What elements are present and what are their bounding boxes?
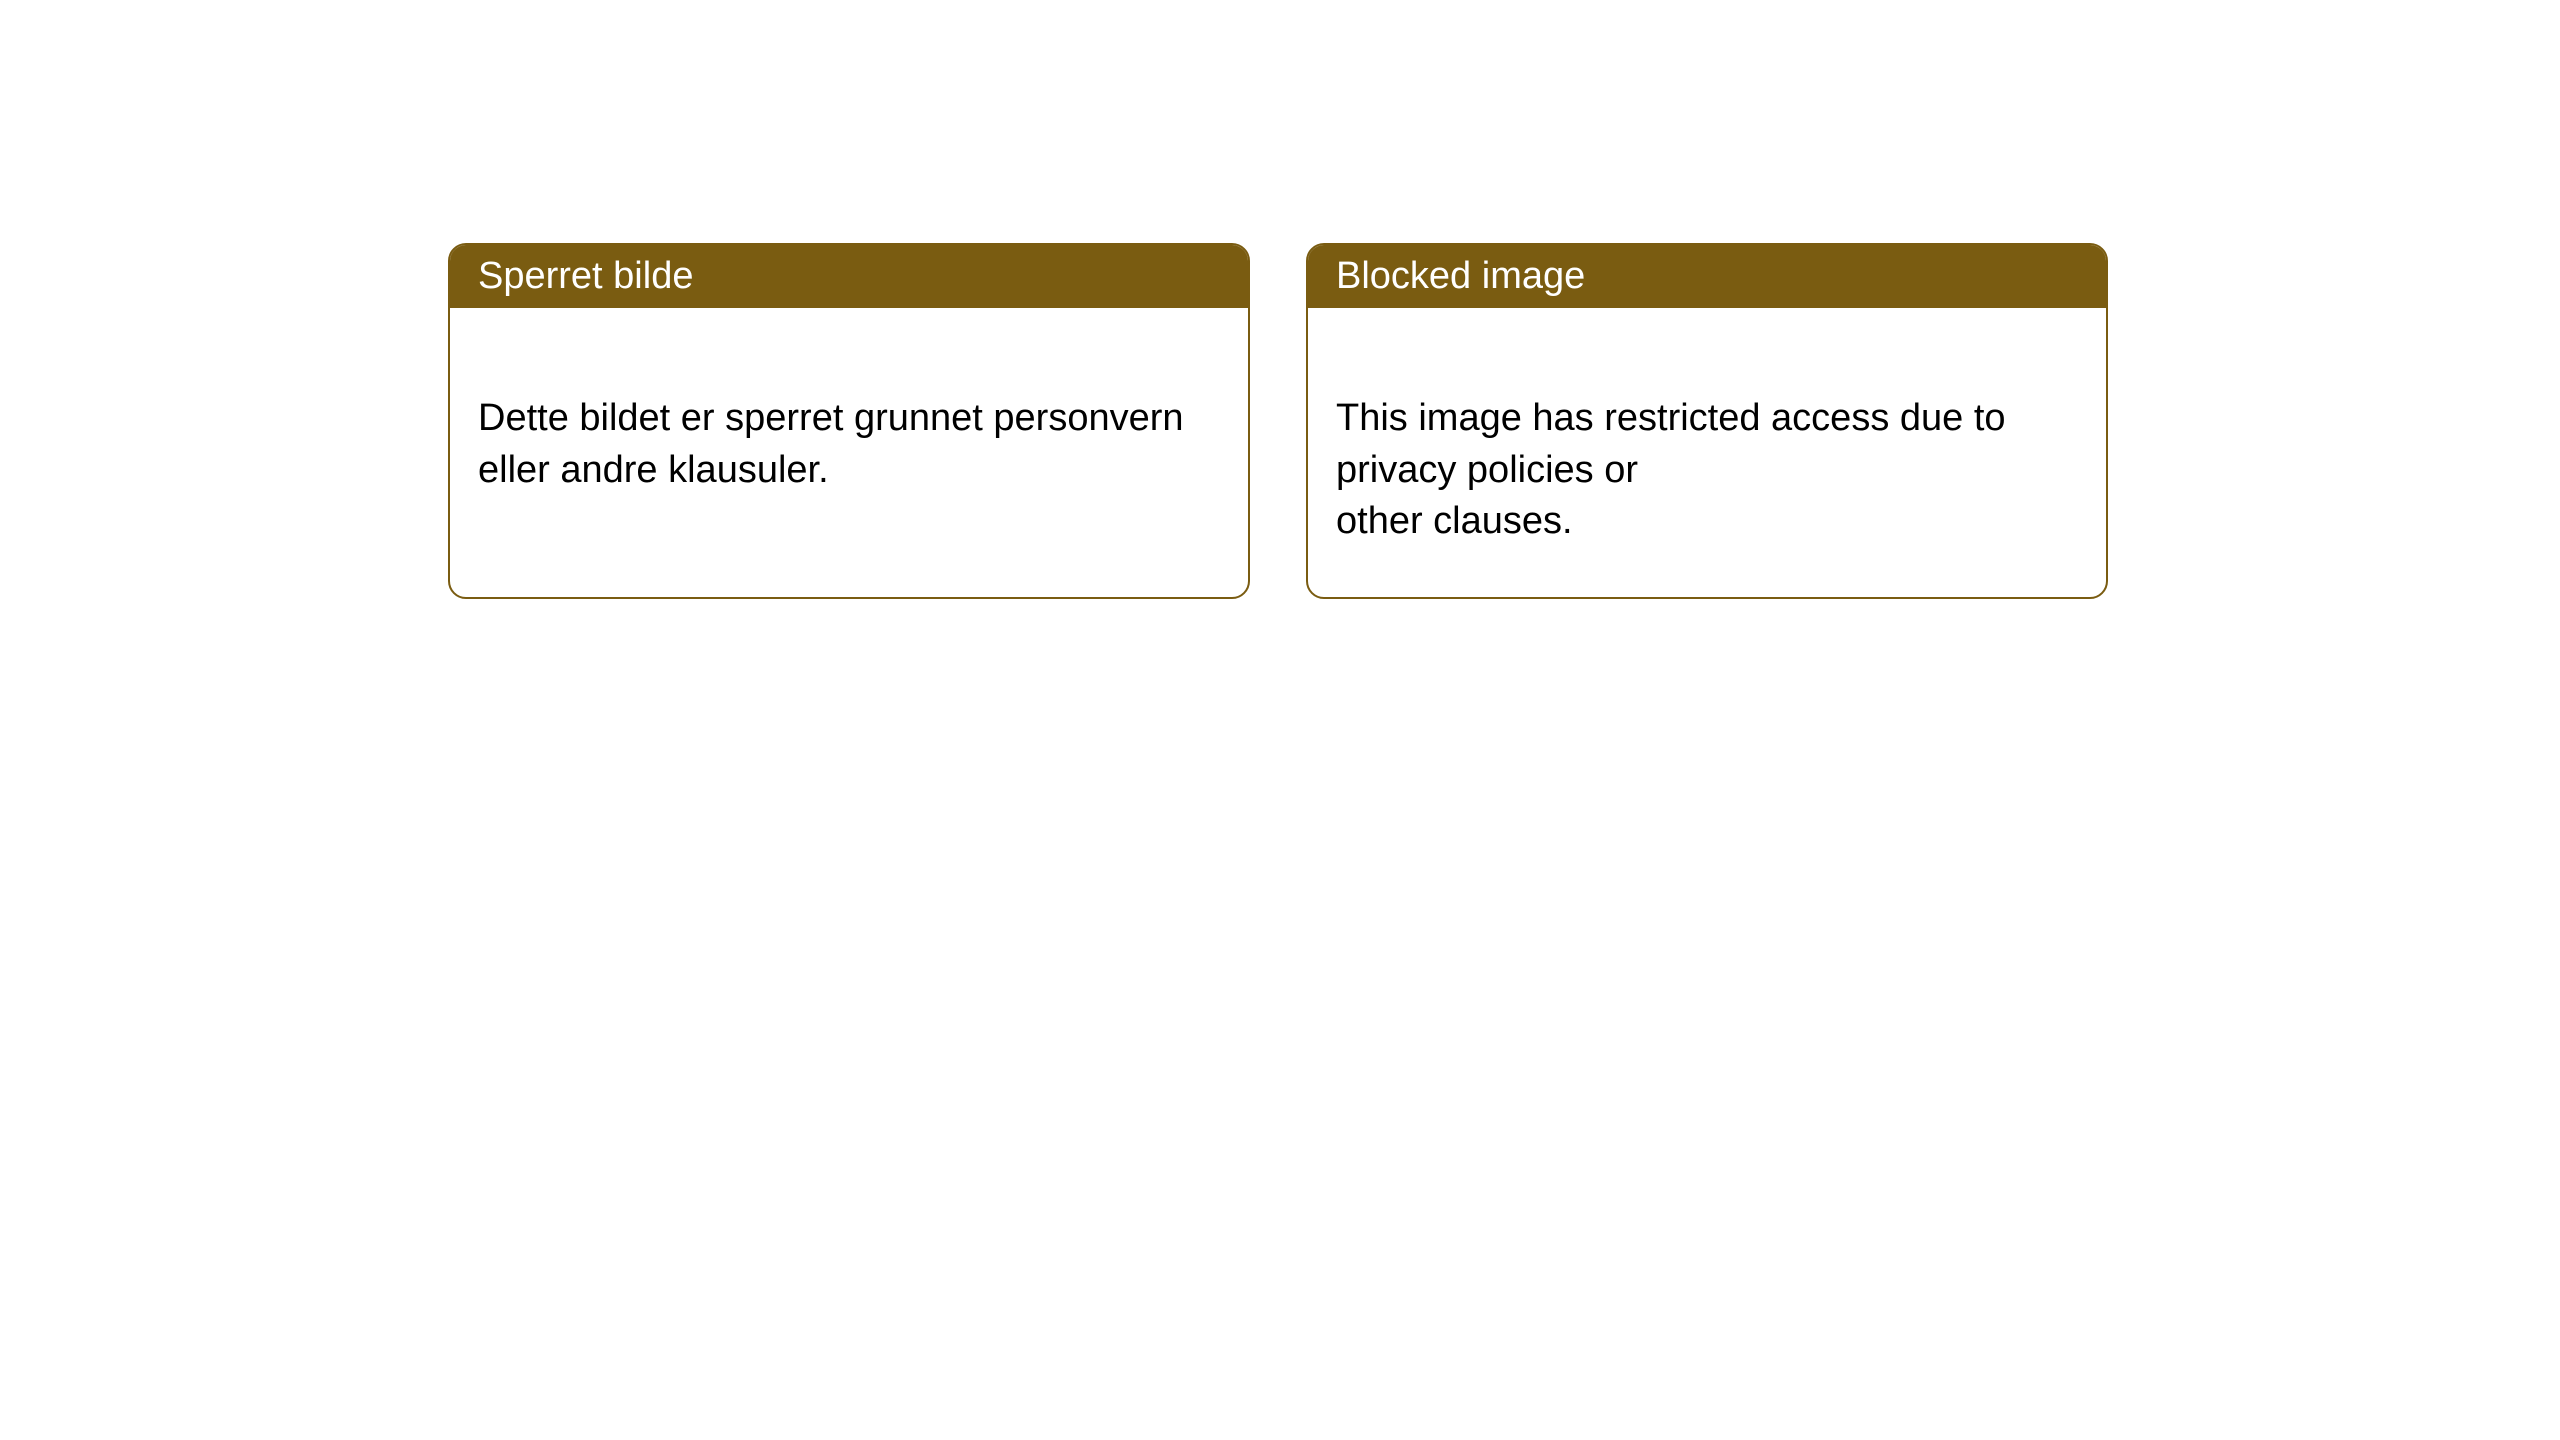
card-body: Dette bildet er sperret grunnet personve…	[450, 308, 1248, 578]
notice-container: Sperret bilde Dette bildet er sperret gr…	[0, 0, 2560, 599]
notice-card-norwegian: Sperret bilde Dette bildet er sperret gr…	[448, 243, 1250, 599]
card-header: Sperret bilde	[450, 245, 1248, 308]
notice-card-english: Blocked image This image has restricted …	[1306, 243, 2108, 599]
card-body-text: This image has restricted access due to …	[1336, 397, 2006, 542]
card-title: Sperret bilde	[478, 255, 693, 297]
card-body: This image has restricted access due to …	[1308, 308, 2106, 597]
card-title: Blocked image	[1336, 255, 1585, 297]
card-body-text: Dette bildet er sperret grunnet personve…	[478, 397, 1184, 490]
card-header: Blocked image	[1308, 245, 2106, 308]
